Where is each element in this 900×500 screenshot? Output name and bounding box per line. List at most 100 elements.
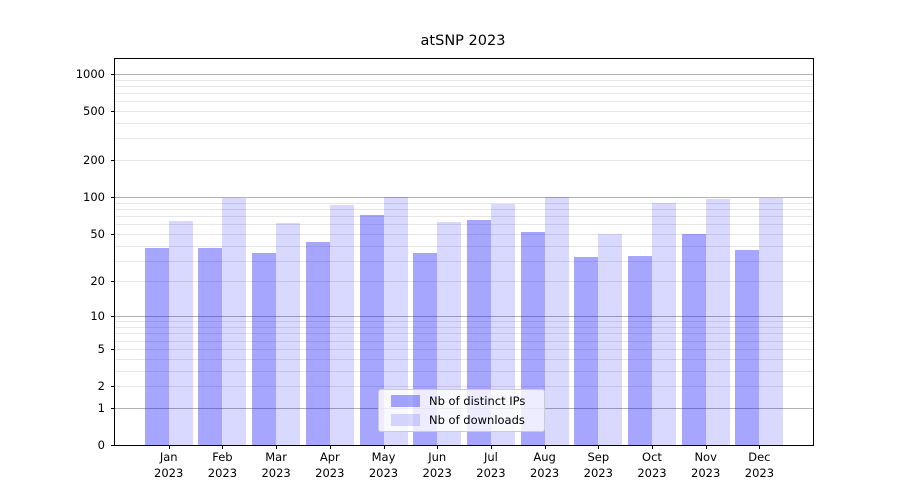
gridline-minor <box>115 233 813 235</box>
gridline-minor <box>115 101 813 103</box>
y-tick-mark <box>111 316 115 318</box>
bar-downloads <box>759 197 784 445</box>
x-tick-month: Aug <box>533 450 556 464</box>
x-tick-month: Jan <box>159 450 178 464</box>
x-tick-mark <box>437 445 439 449</box>
x-tick-month: Oct <box>642 450 662 464</box>
x-tick-mark <box>759 445 761 449</box>
x-tick-label: Sep 2023 <box>568 450 628 481</box>
gridline-minor <box>115 93 813 94</box>
bar-downloads <box>544 196 569 445</box>
x-tick-year: 2023 <box>476 465 506 480</box>
bar-downloads <box>222 197 247 445</box>
x-tick-month: May <box>371 450 396 464</box>
gridline-major <box>115 197 813 199</box>
y-tick-label: 1 <box>97 400 105 415</box>
bar-distinct-ips <box>305 241 330 445</box>
y-tick-mark <box>111 445 115 446</box>
x-tick-month: Jun <box>428 450 447 464</box>
x-tick-mark <box>544 445 546 449</box>
legend-swatch-downloads <box>391 414 420 426</box>
x-tick-label: Nov 2023 <box>676 450 736 481</box>
x-tick-label: Jul 2023 <box>461 450 521 481</box>
bar-downloads <box>598 233 623 445</box>
gridline-minor <box>115 202 813 204</box>
y-tick-mark <box>111 160 115 162</box>
y-tick-label: 20 <box>90 274 105 289</box>
legend-item-distinct-ips: Nb of distinct IPs <box>391 393 544 410</box>
x-tick-year: 2023 <box>744 465 775 480</box>
y-tick-label: 500 <box>83 104 105 118</box>
gridline-minor <box>115 138 813 140</box>
y-tick-mark <box>111 233 115 235</box>
x-tick-mark <box>222 445 224 449</box>
x-tick-year: 2023 <box>529 465 560 480</box>
bar-distinct-ips <box>198 248 223 445</box>
bar-distinct-ips <box>574 257 599 445</box>
x-tick-month: Mar <box>265 450 287 464</box>
x-tick-year: 2023 <box>368 465 399 480</box>
gridline-minor <box>115 245 813 247</box>
legend-label-distinct-ips: Nb of distinct IPs <box>429 394 526 408</box>
bar-downloads <box>168 220 193 445</box>
x-tick-year: 2023 <box>422 465 452 480</box>
gridline-minor <box>115 160 813 162</box>
x-tick-label: Jun 2023 <box>407 450 467 481</box>
x-tick-year: 2023 <box>637 465 667 480</box>
gridline-minor <box>115 85 813 87</box>
gridline-minor <box>115 340 813 342</box>
y-tick-label: 5 <box>97 341 105 356</box>
x-tick-mark <box>705 445 707 449</box>
bar-downloads <box>705 198 730 445</box>
x-tick-mark <box>490 445 492 449</box>
x-tick-label: Dec 2023 <box>729 450 789 481</box>
x-tick-year: 2023 <box>583 465 613 480</box>
gridline-minor <box>115 358 813 360</box>
y-tick-label: 50 <box>90 226 105 241</box>
x-tick-year: 2023 <box>315 465 345 480</box>
gridline-minor <box>115 208 813 210</box>
y-tick-mark <box>111 281 115 283</box>
x-tick-month: Nov <box>694 450 717 464</box>
y-tick-label: 10 <box>90 309 105 324</box>
x-tick-month: Jul <box>483 450 498 464</box>
x-tick-label: Jan 2023 <box>139 450 199 481</box>
bar-distinct-ips <box>735 249 760 445</box>
x-tick-label: Feb 2023 <box>192 450 252 481</box>
gridline-minor <box>115 260 813 262</box>
gridline-minor <box>115 123 813 124</box>
x-tick-mark <box>276 445 278 449</box>
gridline-minor <box>115 386 813 387</box>
y-tick-label: 100 <box>83 190 105 205</box>
x-tick-month: Sep <box>587 450 610 464</box>
gridline-minor <box>115 370 813 372</box>
legend-swatch-distinct-ips <box>391 395 420 407</box>
x-tick-label: Aug 2023 <box>515 450 575 481</box>
x-tick-month: Dec <box>748 450 771 464</box>
y-tick-label: 2 <box>97 379 105 393</box>
x-tick-mark <box>168 445 170 449</box>
y-tick-mark <box>111 197 115 199</box>
gridline-major <box>115 73 813 75</box>
x-tick-year: 2023 <box>691 465 721 480</box>
x-tick-mark <box>652 445 653 449</box>
gridline-minor <box>115 216 813 217</box>
x-tick-label: Mar 2023 <box>246 450 306 481</box>
chart-title: atSNP 2023 <box>420 33 506 49</box>
x-tick-year: 2023 <box>154 465 184 480</box>
legend-item-downloads: Nb of downloads <box>391 412 544 429</box>
x-tick-mark <box>329 445 331 449</box>
gridline-major <box>115 316 813 318</box>
y-tick-mark <box>111 407 115 409</box>
y-tick-mark <box>111 73 115 75</box>
x-tick-year: 2023 <box>261 465 291 480</box>
x-tick-label: Oct 2023 <box>622 450 682 481</box>
y-tick-label: 1000 <box>75 66 105 81</box>
gridline-minor <box>115 224 813 226</box>
x-tick-year: 2023 <box>207 465 238 480</box>
y-tick-mark <box>111 386 115 387</box>
x-tick-label: May 2023 <box>354 450 414 481</box>
bar-distinct-ips <box>144 248 169 445</box>
x-tick-label: Apr 2023 <box>300 450 360 481</box>
bar-downloads <box>652 202 676 445</box>
